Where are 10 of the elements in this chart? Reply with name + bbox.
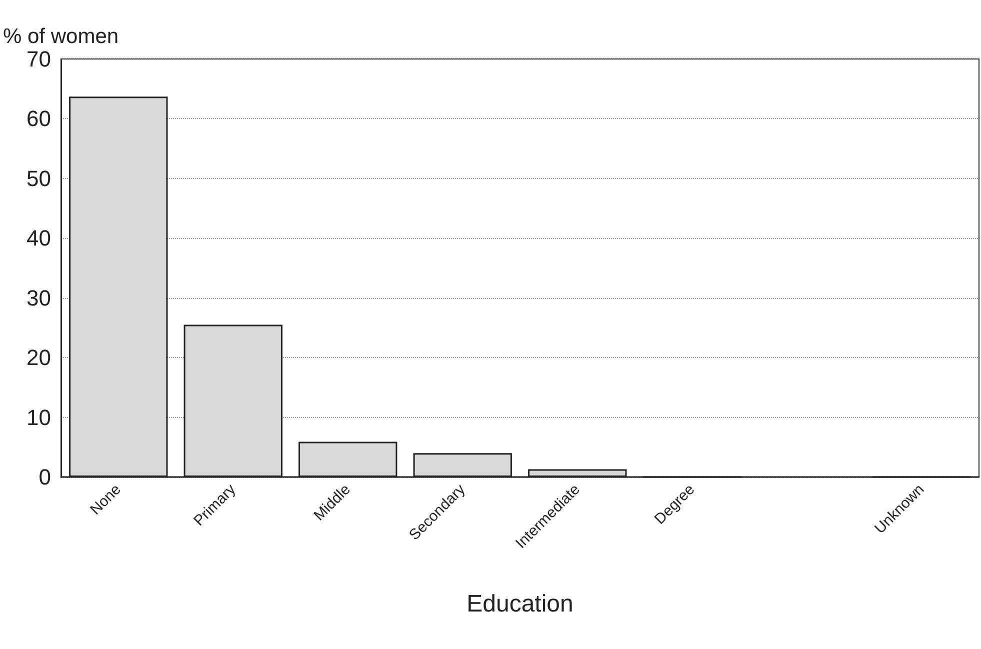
y-tick-label: 50 [26, 166, 51, 191]
y-tick-label: 70 [26, 46, 51, 72]
y-tick-label: 40 [26, 226, 51, 251]
y-tick-label: 60 [26, 106, 51, 132]
y-tick-label: 10 [26, 404, 51, 430]
y-tick-label: 30 [26, 285, 51, 310]
x-axis-title: Education [466, 590, 574, 618]
y-axis-title: % of women [3, 25, 119, 48]
y-tick-label: 0 [38, 464, 51, 490]
y-tick-label: 20 [26, 345, 51, 370]
